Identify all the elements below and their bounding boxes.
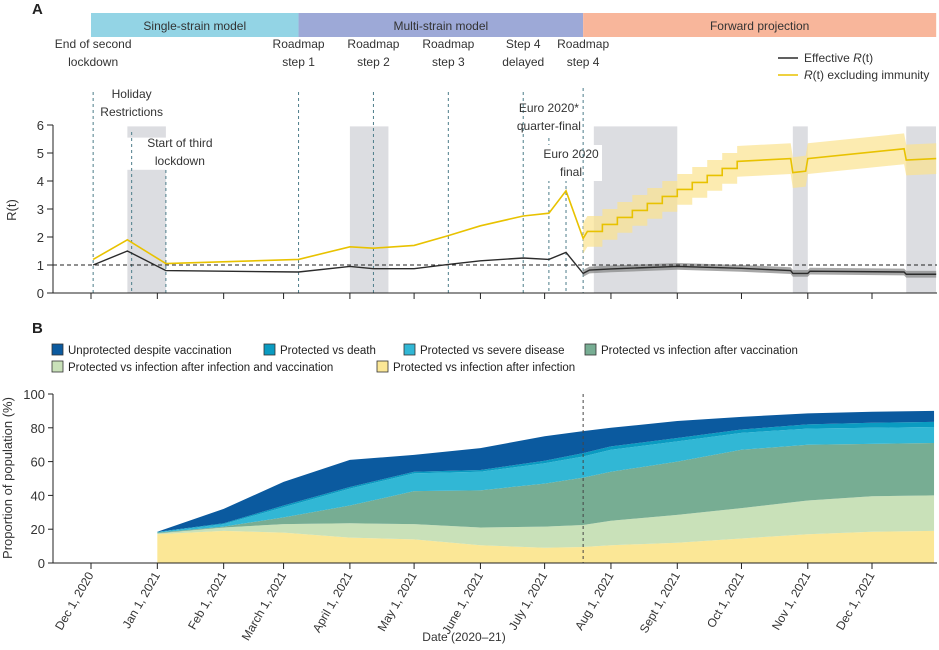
x-tick-label: Dec 1, 2021 bbox=[833, 569, 878, 632]
shaded-period bbox=[127, 126, 166, 138]
panel-b-ylabel: Proportion of population (%) bbox=[0, 397, 15, 559]
x-tick-label: Jan 1, 2021 bbox=[119, 569, 163, 631]
x-tick-label: Dec 1, 2020 bbox=[52, 569, 97, 632]
panel-b-label: B bbox=[32, 320, 43, 337]
y-tick-label: 40 bbox=[31, 488, 45, 503]
y-tick-label: 20 bbox=[31, 522, 45, 537]
stacked-areas bbox=[157, 410, 935, 563]
phase-block bbox=[298, 13, 584, 37]
phase-label: Forward projection bbox=[710, 19, 809, 33]
area-layer bbox=[157, 495, 935, 548]
event-label: End of second bbox=[55, 37, 132, 51]
event-label: Euro 2020* bbox=[519, 101, 579, 115]
panel-a-ylabel: R(t) bbox=[4, 199, 19, 221]
x-tick-label: Feb 1, 2021 bbox=[185, 569, 229, 632]
panel-a-legend: Effective R(t)R(t) excluding immunity bbox=[778, 51, 929, 82]
event-label: step 1 bbox=[282, 55, 315, 69]
x-tick-label: Aug 1, 2021 bbox=[572, 569, 617, 632]
y-tick-label: 5 bbox=[37, 146, 44, 161]
area-layer bbox=[157, 530, 935, 563]
legend-label: Protected vs infection after vaccination bbox=[601, 345, 798, 357]
legend-label: Protected vs death bbox=[280, 345, 376, 357]
event-annotations: End of second lockdown Holiday Restrictions… bbox=[55, 37, 609, 293]
y-tick-label: 0 bbox=[38, 556, 45, 571]
panel-a-axes: 0 1 2 3 4 5 6 bbox=[37, 118, 937, 301]
uncertainty-band bbox=[583, 133, 937, 254]
legend-swatch bbox=[584, 343, 597, 356]
phase-bar: Single-strain model Multi-strain model For… bbox=[91, 13, 937, 37]
x-tick-label: March 1, 2021 bbox=[239, 569, 290, 643]
event-label: step 2 bbox=[357, 55, 390, 69]
event-label: Roadmap bbox=[347, 37, 399, 51]
x-tick-label: Sept 1, 2021 bbox=[637, 569, 683, 635]
y-tick-label: 2 bbox=[37, 230, 44, 245]
panel-b-legend: Unprotected despite vaccination Protected… bbox=[51, 343, 798, 374]
shaded-period bbox=[127, 169, 166, 293]
legend-swatch bbox=[403, 343, 416, 356]
y-tick-label: 3 bbox=[37, 202, 44, 217]
event-label: Roadmap bbox=[557, 37, 609, 51]
legend-text-part: R bbox=[804, 68, 813, 82]
phase-block bbox=[91, 13, 299, 37]
panel-a-label: A bbox=[32, 1, 43, 18]
legend-text-part: (t) excluding immunity bbox=[813, 68, 930, 82]
event-label: final bbox=[560, 165, 582, 179]
shaded-period bbox=[792, 126, 808, 294]
label-background bbox=[540, 145, 603, 181]
legend-label: Effective R(t) bbox=[804, 51, 873, 65]
phase-label: Single-strain model bbox=[143, 19, 246, 33]
panel-b-xlabel: Date (2020–21) bbox=[422, 630, 505, 644]
event-label: delayed bbox=[502, 55, 544, 69]
legend-swatch bbox=[51, 360, 64, 373]
event-label: Step 4 bbox=[506, 37, 541, 51]
y-tick-label: 60 bbox=[31, 455, 45, 470]
y-tick-label: 80 bbox=[31, 421, 45, 436]
x-tick-label: Nov 1, 2021 bbox=[769, 569, 814, 632]
y-tick-label: 0 bbox=[37, 286, 44, 301]
event-label: step 3 bbox=[432, 55, 465, 69]
legend-label: Protected vs infection after infection a… bbox=[68, 362, 333, 374]
area-layer bbox=[157, 410, 935, 532]
area-layer bbox=[157, 443, 935, 534]
event-label: lockdown bbox=[155, 154, 205, 168]
y-tick-label: 1 bbox=[37, 258, 44, 273]
legend-swatch bbox=[263, 343, 276, 356]
event-label: Restrictions bbox=[100, 105, 163, 119]
phase-label: Multi-strain model bbox=[393, 19, 488, 33]
event-label: Start of third bbox=[147, 136, 212, 150]
r-series-lines bbox=[53, 147, 937, 275]
x-tick-label: July 1, 2021 bbox=[506, 569, 551, 632]
legend-text-part: Effective bbox=[804, 51, 853, 65]
legend-label: Unprotected despite vaccination bbox=[68, 345, 232, 357]
event-label: Roadmap bbox=[273, 37, 325, 51]
y-tick-label: 100 bbox=[23, 387, 45, 402]
x-tick-label: April 1, 2021 bbox=[310, 569, 356, 635]
legend-swatch bbox=[51, 343, 64, 356]
phase-block bbox=[583, 13, 937, 37]
event-label: Roadmap bbox=[422, 37, 474, 51]
legend-swatch bbox=[376, 360, 389, 373]
event-label: Euro 2020 bbox=[543, 147, 599, 161]
x-tick-label: May 1, 2021 bbox=[375, 569, 420, 633]
y-tick-label: 6 bbox=[37, 118, 44, 133]
event-label: Holiday bbox=[112, 87, 152, 101]
effective-r-line bbox=[92, 250, 937, 275]
event-label: quarter-final bbox=[517, 119, 581, 133]
y-tick-label: 4 bbox=[37, 174, 44, 189]
legend-label: Protected vs severe disease bbox=[420, 345, 564, 357]
x-tick-label: June 1, 2021 bbox=[439, 569, 486, 636]
legend-text-part: R bbox=[853, 51, 862, 65]
legend-label: Protected vs infection after infection bbox=[393, 362, 575, 374]
x-tick-label: Oct 1, 2021 bbox=[704, 569, 747, 630]
legend-label: R(t) excluding immunity bbox=[804, 68, 929, 82]
area-layer bbox=[157, 426, 935, 533]
event-label: step 4 bbox=[567, 55, 600, 69]
legend-text-part: (t) bbox=[862, 51, 873, 65]
r-excluding-immunity-line bbox=[92, 147, 937, 265]
event-label: lockdown bbox=[68, 55, 118, 69]
